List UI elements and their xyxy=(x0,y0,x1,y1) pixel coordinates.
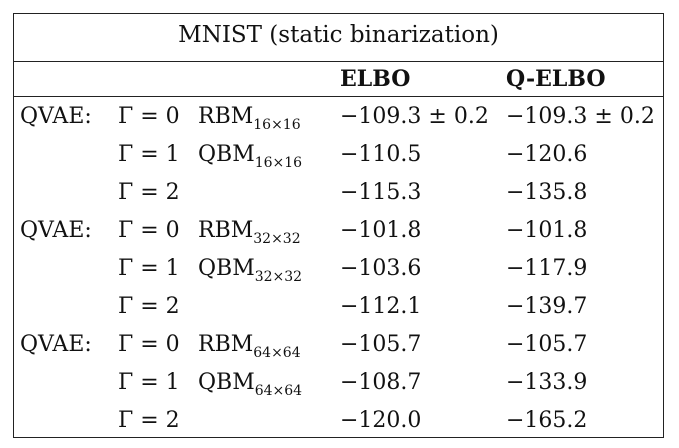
machine-name: QBM xyxy=(198,142,255,167)
table-row: Γ = 1 QBM16×16 −110.5 −120.6 xyxy=(14,136,663,174)
table-row: Γ = 1 QBM32×32 −103.6 −117.9 xyxy=(14,250,663,288)
elbo-cell: −110.5 xyxy=(340,142,422,167)
gamma-cell: Γ = 0 xyxy=(118,218,180,243)
machine-cell: RBM32×32 xyxy=(198,212,301,252)
header-elbo: ELBO xyxy=(340,66,411,92)
machine-cell: QBM16×16 xyxy=(198,136,302,176)
qelbo-cell: −120.6 xyxy=(506,142,588,167)
elbo-cell: −103.6 xyxy=(340,256,422,281)
gamma-cell: Γ = 0 xyxy=(118,332,180,357)
model-cell: QVAE: xyxy=(20,104,92,129)
elbo-cell: −109.3 ± 0.2 xyxy=(340,104,489,129)
machine-cell: RBM64×64 xyxy=(198,326,301,366)
machine-size-subscript: 32×32 xyxy=(253,231,301,247)
header-qelbo: Q-ELBO xyxy=(506,66,606,92)
machine-name: RBM xyxy=(198,104,254,129)
elbo-cell: −101.8 xyxy=(340,218,422,243)
qelbo-cell: −135.8 xyxy=(506,180,588,205)
table-row: QVAE: Γ = 0 RBM16×16 −109.3 ± 0.2 −109.3 ± 0… xyxy=(14,98,663,136)
gamma-cell: Γ = 2 xyxy=(118,408,180,433)
machine-size-subscript: 64×64 xyxy=(253,345,301,361)
machine-size-subscript: 32×32 xyxy=(254,269,303,285)
table-row: QVAE: Γ = 0 RBM64×64 −105.7 −105.7 xyxy=(14,326,663,364)
table-row: Γ = 2 −112.1 −139.7 xyxy=(14,288,663,326)
model-cell: QVAE: xyxy=(20,332,92,357)
machine-cell: QBM32×32 xyxy=(198,250,302,290)
machine-name: RBM xyxy=(198,332,254,357)
table-row: QVAE: Γ = 0 RBM32×32 −101.8 −101.8 xyxy=(14,212,663,250)
header-rule xyxy=(14,96,663,97)
model-cell: QVAE: xyxy=(20,218,92,243)
elbo-cell: −112.1 xyxy=(340,294,422,319)
elbo-cell: −105.7 xyxy=(340,332,422,357)
gamma-cell: Γ = 2 xyxy=(118,180,180,205)
machine-name: QBM xyxy=(198,370,255,395)
caption-rule xyxy=(14,61,663,62)
machine-size-subscript: 64×64 xyxy=(254,383,303,399)
table-row: Γ = 2 −115.3 −135.8 xyxy=(14,174,663,212)
qelbo-cell: −133.9 xyxy=(506,370,588,395)
machine-size-subscript: 16×16 xyxy=(254,155,303,171)
qelbo-cell: −105.7 xyxy=(506,332,588,357)
gamma-cell: Γ = 2 xyxy=(118,294,180,319)
qelbo-cell: −165.2 xyxy=(506,408,588,433)
elbo-cell: −120.0 xyxy=(340,408,422,433)
gamma-cell: Γ = 1 xyxy=(118,370,180,395)
gamma-cell: Γ = 1 xyxy=(118,142,180,167)
elbo-cell: −108.7 xyxy=(340,370,422,395)
qelbo-cell: −139.7 xyxy=(506,294,588,319)
gamma-cell: Γ = 1 xyxy=(118,256,180,281)
machine-name: RBM xyxy=(198,218,254,243)
machine-cell: QBM64×64 xyxy=(198,364,302,404)
qelbo-cell: −101.8 xyxy=(506,218,588,243)
results-table: MNIST (static binarization) ELBO Q-ELBO … xyxy=(13,13,664,438)
qelbo-cell: −109.3 ± 0.2 xyxy=(506,104,655,129)
table-caption: MNIST (static binarization) xyxy=(178,22,499,48)
elbo-cell: −115.3 xyxy=(340,180,422,205)
machine-size-subscript: 16×16 xyxy=(253,117,301,133)
qelbo-cell: −117.9 xyxy=(506,256,588,281)
gamma-cell: Γ = 0 xyxy=(118,104,180,129)
table-row: Γ = 2 −120.0 −165.2 xyxy=(14,402,663,440)
table-row: Γ = 1 QBM64×64 −108.7 −133.9 xyxy=(14,364,663,402)
machine-cell: RBM16×16 xyxy=(198,98,301,138)
machine-name: QBM xyxy=(198,256,255,281)
